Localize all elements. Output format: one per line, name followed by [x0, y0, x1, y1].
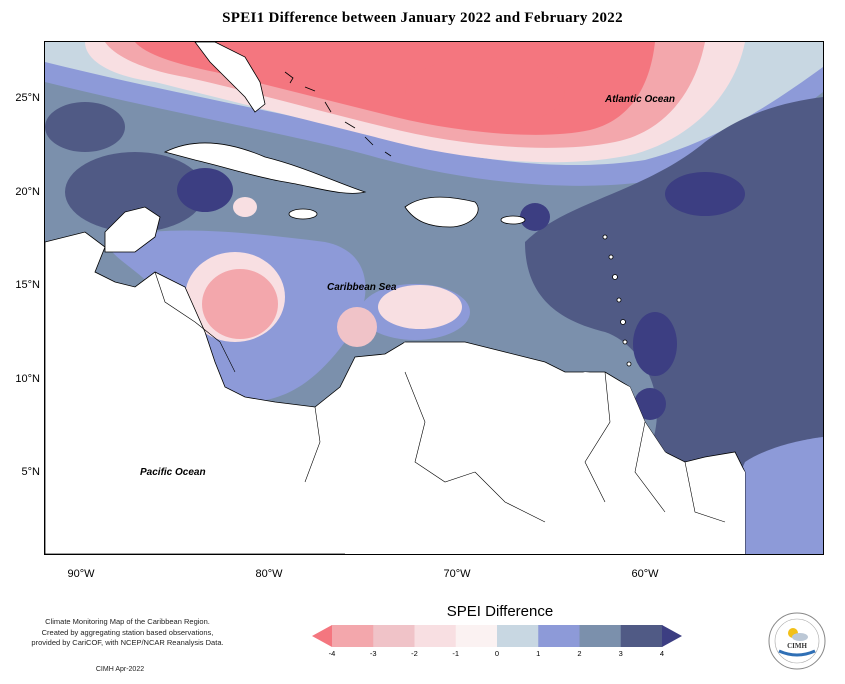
credit-line-1: Climate Monitoring Map of the Caribbean … [45, 617, 210, 626]
logo-text: CIMH [787, 642, 807, 650]
legend-title: SPEI Difference [446, 603, 554, 620]
legend-arrow-right [662, 625, 682, 647]
spei-zone-neg1-cs [378, 285, 462, 329]
credit-line-3: provided by CariCOF, with NCEP/NCAR Rean… [31, 638, 224, 647]
lon-label-70w: 70°W [443, 568, 471, 580]
caribbean-sea-label: Caribbean Sea [327, 282, 397, 293]
pacific-ocean-label: Pacific Ocean [140, 467, 206, 478]
legend-colorbar [312, 625, 682, 647]
spei-zone-3-east [525, 97, 823, 554]
credit-line-2: Created by aggregating station based obs… [41, 627, 214, 637]
spei-zone-3-west [65, 152, 205, 232]
land-lesser-antilles [602, 234, 632, 367]
lat-label-5n: 5°N [21, 466, 40, 478]
legend-cell [414, 625, 457, 647]
map-title: SPEI1 Difference between January 2022 an… [222, 10, 623, 26]
legend-cells [332, 625, 663, 647]
legend-cell [455, 625, 498, 647]
lat-label-25n: 25°N [15, 92, 40, 104]
sun-cloud-icon [788, 628, 808, 641]
spei-zone-neg2-cs [337, 307, 377, 347]
lon-label-80w: 80°W [255, 568, 283, 580]
land-florida [194, 42, 266, 113]
spei-zone-neg1-small [233, 197, 257, 217]
lat-label-20n: 20°N [15, 186, 40, 198]
spei-zone-3-nw [45, 102, 125, 152]
land-yucatan [104, 206, 161, 253]
legend-tick-label: -4 [328, 649, 336, 658]
legend-cell [538, 625, 580, 647]
country-borders [154, 271, 726, 523]
lat-label-15n: 15°N [15, 279, 40, 291]
lon-label-90w: 90°W [67, 568, 95, 580]
map-canvas [45, 42, 823, 554]
spei-map: Atlantic Ocean Caribbean Sea Pacific Oce… [44, 41, 824, 555]
legend-cell [620, 625, 663, 647]
atlantic-ocean-label: Atlantic Ocean [605, 94, 676, 105]
legend-tick-label: 0 [494, 649, 500, 658]
spei-zone-4-d [520, 203, 550, 231]
logo-wave [778, 649, 816, 657]
legend-tick-label: -3 [369, 649, 377, 658]
legend-arrow-left [312, 625, 332, 647]
land-bahamas [284, 71, 392, 157]
legend-cell [332, 625, 374, 647]
spei-zone-1-se [737, 437, 823, 554]
land-south-america-interior [345, 342, 745, 554]
legend-cell [579, 625, 622, 647]
lon-label-60w: 60°W [631, 568, 659, 580]
legend-tick-label: 2 [577, 649, 582, 658]
spei-zone-4-west [177, 168, 233, 212]
land-jamaica [288, 208, 318, 220]
legend-cell [373, 625, 415, 647]
cimh-logo: CIMH [768, 612, 826, 670]
spei-zone-4-b [633, 312, 677, 376]
spei-zone-neg2-ca [202, 269, 278, 339]
legend-tick-label: -1 [452, 649, 460, 658]
credit-text: Climate Monitoring Map of the Caribbean … [0, 617, 255, 649]
spei-zone-4-c [634, 388, 666, 420]
legend-tick-label: 1 [536, 649, 541, 658]
land-puerto-rico [500, 215, 526, 225]
land-cuba [163, 142, 367, 194]
lat-label-10n: 10°N [15, 373, 40, 385]
credit-date: CIMH Apr-2022 [95, 666, 145, 673]
legend-tick-label: 3 [618, 649, 623, 658]
spei-zone-neg4b [405, 57, 565, 127]
legend-tick-label: 4 [659, 649, 665, 658]
land-hispaniola [404, 196, 479, 228]
spei-zone-4-a [665, 172, 745, 216]
legend-cell [497, 625, 539, 647]
legend-tick-label: -2 [411, 649, 418, 658]
